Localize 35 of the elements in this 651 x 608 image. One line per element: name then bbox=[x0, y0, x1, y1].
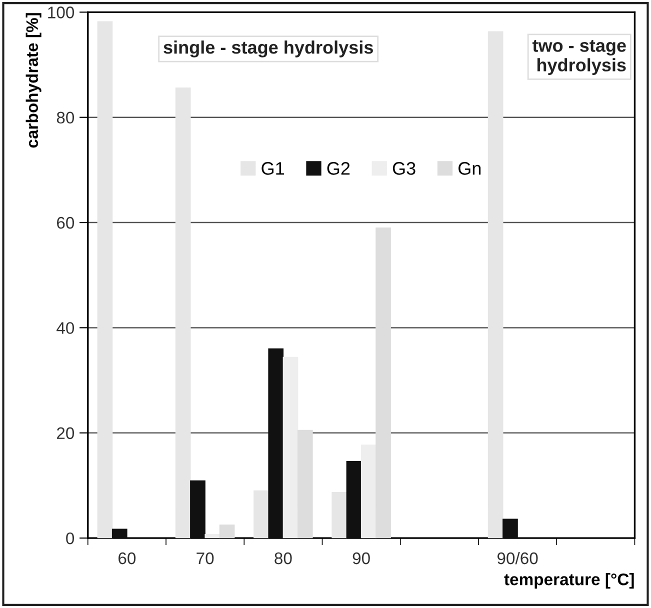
y-tick-label: 40 bbox=[56, 322, 74, 334]
y-tick-label: 100 bbox=[48, 6, 74, 18]
bar bbox=[346, 460, 362, 538]
legend-label: G3 bbox=[392, 162, 416, 175]
y-tick-label: 60 bbox=[57, 216, 74, 229]
x-tick-label: 90/60 bbox=[497, 552, 538, 564]
y-tick-label: 0 bbox=[66, 532, 74, 544]
legend-label: G1 bbox=[262, 162, 284, 175]
bar bbox=[297, 430, 313, 538]
annotation: single - stage hydrolysis bbox=[164, 40, 373, 58]
bar bbox=[97, 21, 113, 538]
y-axis-title: carbohydrate [%] bbox=[26, 13, 42, 148]
x-tick-label: 60 bbox=[118, 552, 136, 564]
bar bbox=[204, 534, 220, 538]
legend-label: G2 bbox=[327, 162, 350, 175]
x-tick-label: 70 bbox=[196, 552, 214, 564]
x-tick-label: 90 bbox=[352, 552, 370, 564]
x-tick-label: 80 bbox=[274, 552, 292, 564]
x-axis-title: temperature [°C] bbox=[504, 573, 634, 589]
annotation: two - stage hydrolysis bbox=[532, 40, 626, 76]
bar bbox=[282, 356, 298, 538]
bar bbox=[190, 480, 206, 538]
y-tick-label: 20 bbox=[56, 427, 74, 440]
bar bbox=[112, 528, 128, 538]
bar bbox=[268, 348, 284, 538]
bar bbox=[502, 518, 518, 538]
bar bbox=[488, 31, 504, 538]
bar bbox=[219, 524, 235, 538]
bar bbox=[360, 444, 376, 538]
bar bbox=[175, 88, 191, 538]
bar bbox=[376, 227, 391, 538]
bar bbox=[254, 490, 269, 538]
legend-label: Gn bbox=[458, 162, 481, 175]
bar bbox=[332, 492, 348, 538]
y-tick-label: 80 bbox=[56, 112, 74, 124]
